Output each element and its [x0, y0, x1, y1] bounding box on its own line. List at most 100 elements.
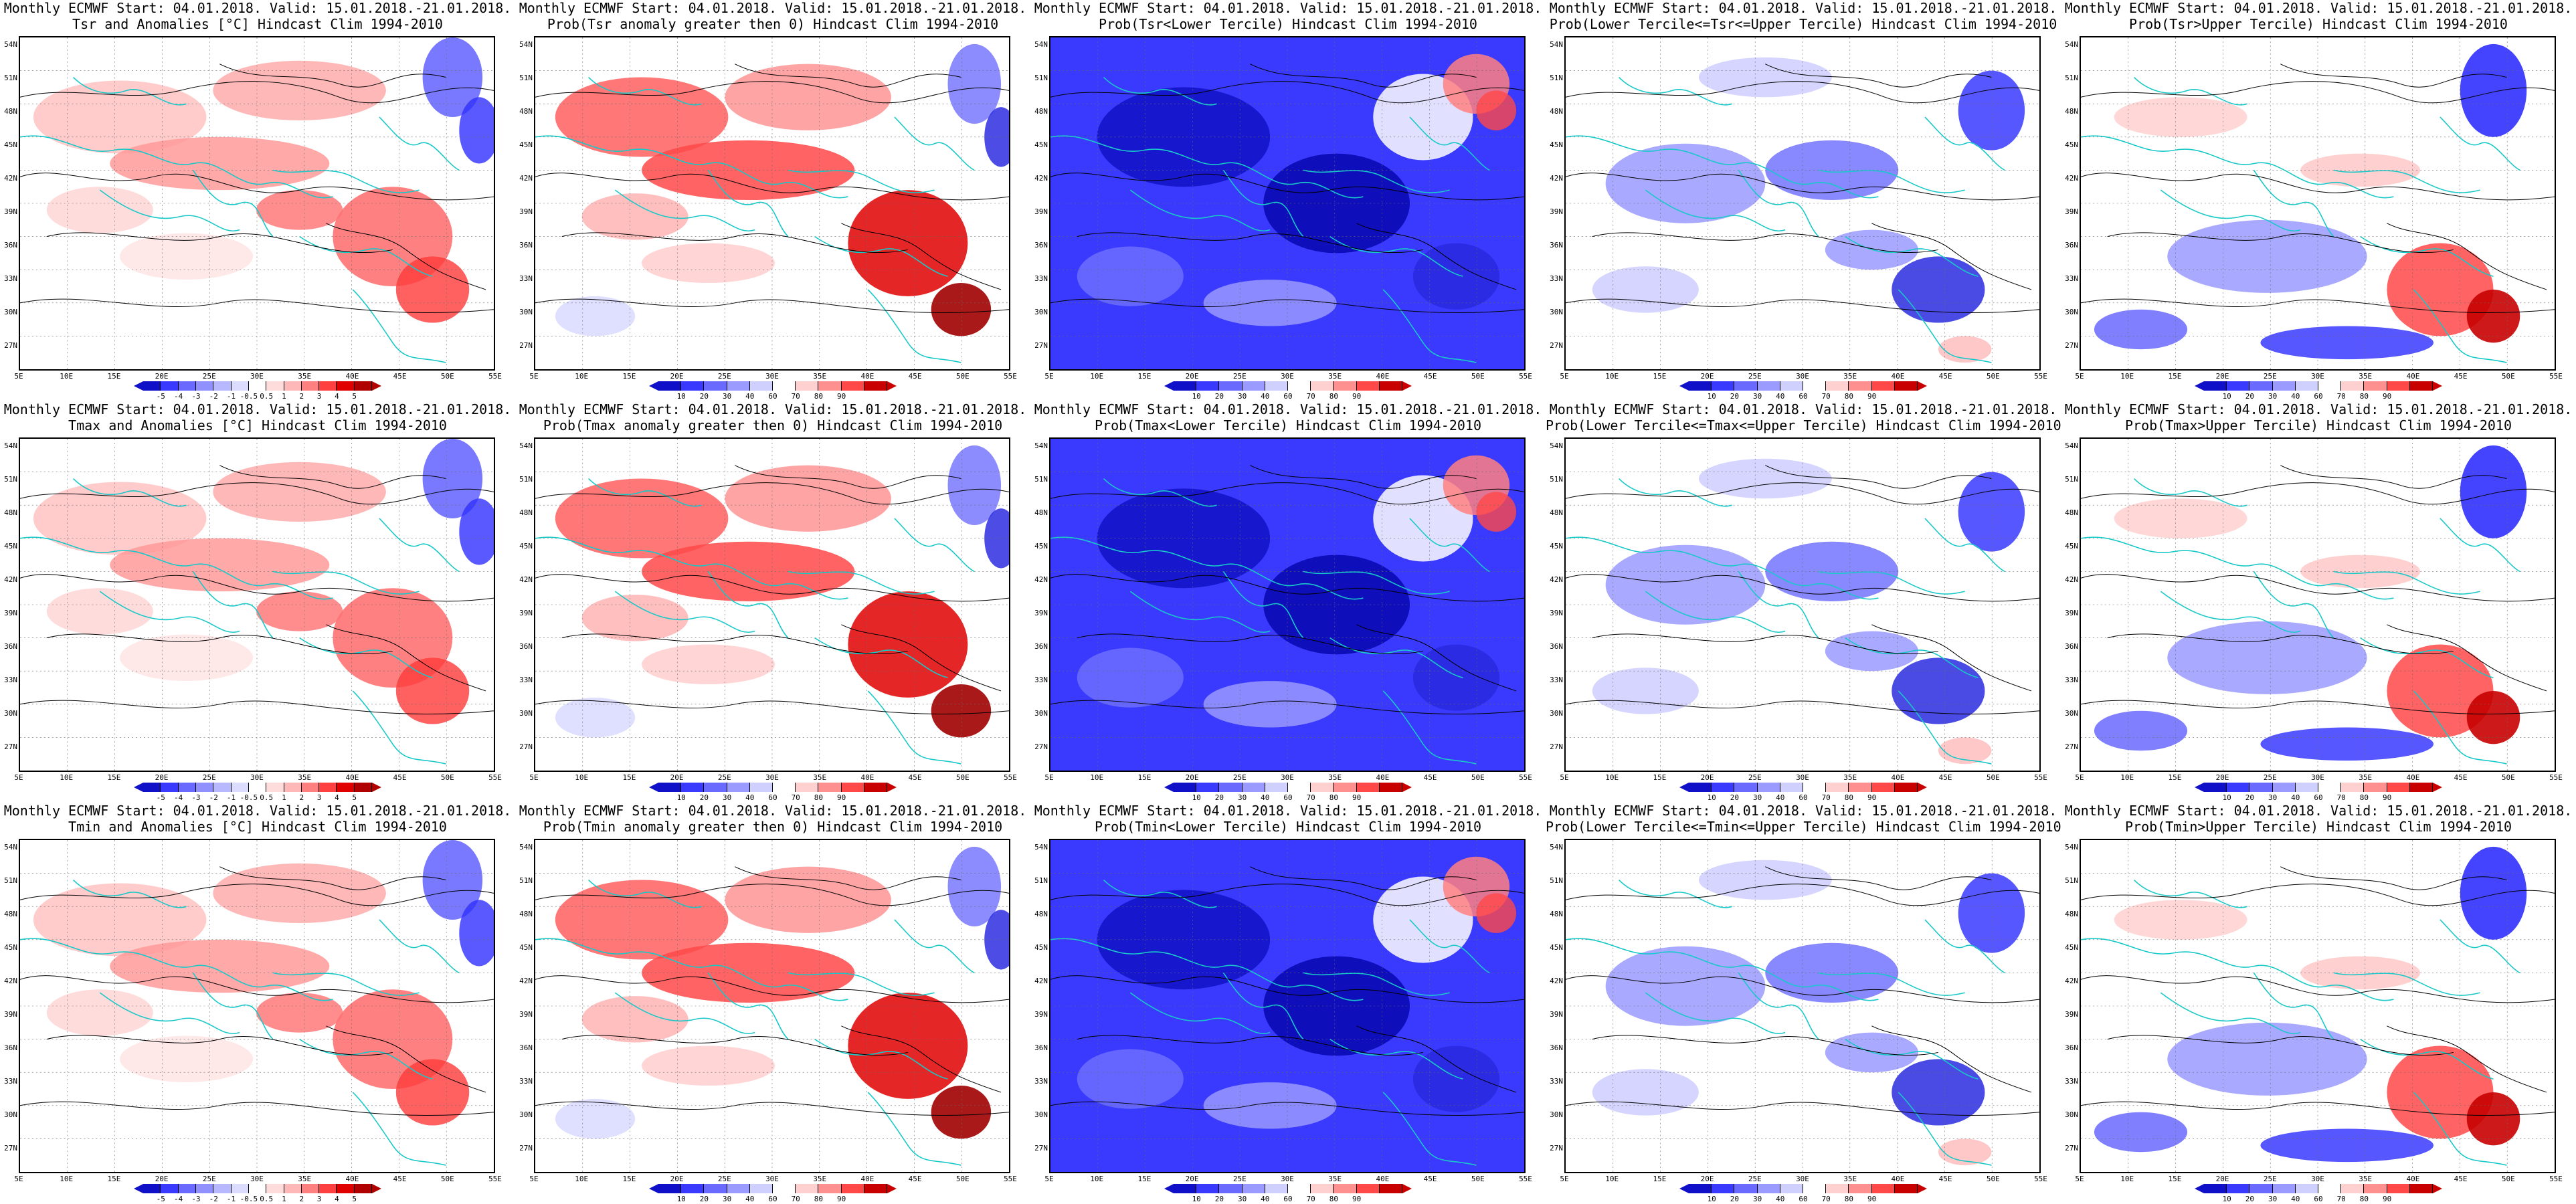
colorbar-segment: [1894, 381, 1918, 391]
colorbar-min-arrow: [1679, 381, 1689, 391]
colorbar-segment: [773, 381, 796, 391]
longitude-label: 15E: [622, 1175, 636, 1183]
colorbar-label: -0.5: [240, 392, 258, 401]
map-plot-area: [1049, 437, 1526, 772]
map-shading: [535, 840, 1009, 1172]
longitude-label: 30E: [250, 372, 264, 381]
longitude-label: 5E: [2075, 1175, 2084, 1183]
colorbar: [649, 381, 897, 391]
colorbar-segment: [1242, 1184, 1265, 1193]
colorbar-max-arrow: [1402, 1184, 1412, 1193]
colorbar-segment: [1174, 381, 1197, 391]
colorbar-label: -1: [226, 392, 236, 401]
colorbar-labels: 10 20 30 40 60 70 80 90: [649, 793, 897, 803]
colorbar-segment: [796, 1184, 819, 1193]
colorbar-segment: [864, 381, 888, 391]
colorbar: [1679, 783, 1928, 792]
colorbar-label: 80: [814, 1195, 824, 1203]
longitude-label: 10E: [60, 773, 74, 782]
colorbar-segment: [354, 783, 373, 792]
longitude-label: 15E: [2168, 1175, 2182, 1183]
colorbar-segment: [319, 381, 337, 391]
longitude-label: 10E: [1090, 773, 1104, 782]
colorbar-label: 5: [352, 793, 357, 802]
colorbar-labels: -5 -4 -3 -2 -1 -0.5 0.5 1 2 3 4 5: [134, 793, 381, 803]
longitude-label: 40E: [2406, 1175, 2420, 1183]
colorbar-label: 60: [1799, 1195, 1808, 1203]
latitude-label: 54N: [2065, 843, 2078, 851]
longitude-label: 35E: [1843, 773, 1857, 782]
colorbar-label: 20: [1214, 793, 1224, 802]
colorbar: [2195, 783, 2443, 792]
latitude-label: 30N: [1550, 709, 1563, 718]
longitude-label: 10E: [575, 372, 589, 381]
longitude-label: 35E: [813, 773, 827, 782]
latitude-label: 51N: [1550, 475, 1563, 484]
colorbar-segment: [2409, 1184, 2433, 1193]
colorbar-segment: [1356, 1184, 1380, 1193]
latitude-label: 27N: [4, 1144, 17, 1152]
colorbar-segment: [319, 783, 337, 792]
panel-title-line2: Prob(Tmax<Lower Tercile) Hindcast Clim 1…: [1095, 417, 1481, 433]
longitude-label: 15E: [622, 372, 636, 381]
colorbar-max-arrow: [2433, 783, 2443, 792]
colorbar-label: 20: [699, 793, 709, 802]
longitude-label: 35E: [298, 773, 312, 782]
colorbar-segment: [1288, 783, 1311, 792]
colorbar-segment: [818, 1184, 842, 1193]
colorbar-label: 90: [836, 1195, 846, 1203]
latitude-label: 48N: [1550, 910, 1563, 918]
map-shading: [2081, 37, 2555, 369]
latitude-label: 42N: [2065, 174, 2078, 183]
colorbar-segment: [2364, 1184, 2387, 1193]
colorbar-max-arrow: [887, 783, 897, 792]
colorbar-segment: [1196, 1184, 1220, 1193]
colorbar-segment: [337, 381, 355, 391]
latitude-label: 36N: [1550, 241, 1563, 249]
colorbar-segment: [2249, 381, 2273, 391]
colorbar-segment: [1333, 783, 1357, 792]
colorbar-label: 2: [299, 1195, 304, 1203]
longitude-label: 55E: [488, 773, 502, 782]
latitude-label: 48N: [4, 508, 17, 517]
colorbar-segment: [2318, 783, 2342, 792]
latitude-label: 36N: [519, 241, 533, 249]
longitude-label: 10E: [60, 1175, 74, 1183]
map-panel: Monthly ECMWF Start: 04.01.2018. Valid: …: [515, 0, 1030, 401]
colorbar-label: 80: [2359, 392, 2369, 401]
colorbar-label: 20: [1214, 392, 1224, 401]
longitude-label: 15E: [622, 773, 636, 782]
panel-title: Monthly ECMWF Start: 04.01.2018. Valid: …: [1546, 803, 2061, 835]
latitude-label: 45N: [1550, 542, 1563, 550]
colorbar-segment: [773, 1184, 796, 1193]
colorbar: [1164, 783, 1412, 792]
colorbar-label: 30: [722, 1195, 732, 1203]
colorbar-segment: [2364, 381, 2387, 391]
latitude-label: 54N: [4, 441, 17, 450]
longitude-label: 50E: [2501, 773, 2515, 782]
longitude-label: 5E: [1560, 773, 1569, 782]
longitude-label: 20E: [1185, 773, 1199, 782]
longitude-label: 20E: [1185, 1175, 1199, 1183]
latitude-label: 54N: [1034, 40, 1048, 49]
longitude-label: 20E: [1700, 773, 1714, 782]
panel-title: Monthly ECMWF Start: 04.01.2018. Valid: …: [0, 401, 515, 433]
colorbar-segment: [231, 381, 249, 391]
colorbar-label: 80: [1844, 1195, 1854, 1203]
colorbar-segment: [796, 783, 819, 792]
colorbar-label: 0.5: [260, 793, 274, 802]
colorbar-label: 1: [282, 1195, 286, 1203]
colorbar-label: 90: [836, 392, 846, 401]
panel-title-line1: Monthly ECMWF Start: 04.01.2018. Valid: …: [1034, 0, 1542, 16]
longitude-label: 50E: [440, 773, 454, 782]
colorbar-segment: [319, 1184, 337, 1193]
latitude-label: 51N: [2065, 475, 2078, 484]
colorbar-segment: [143, 1184, 161, 1193]
longitude-label: 30E: [1281, 1175, 1294, 1183]
colorbar-label: 70: [1306, 392, 1315, 401]
latitude-label: 54N: [2065, 441, 2078, 450]
colorbar-segment: [1311, 381, 1334, 391]
colorbar-segment: [818, 381, 842, 391]
colorbar-segment: [1780, 783, 1804, 792]
colorbar-label: 80: [1329, 392, 1339, 401]
